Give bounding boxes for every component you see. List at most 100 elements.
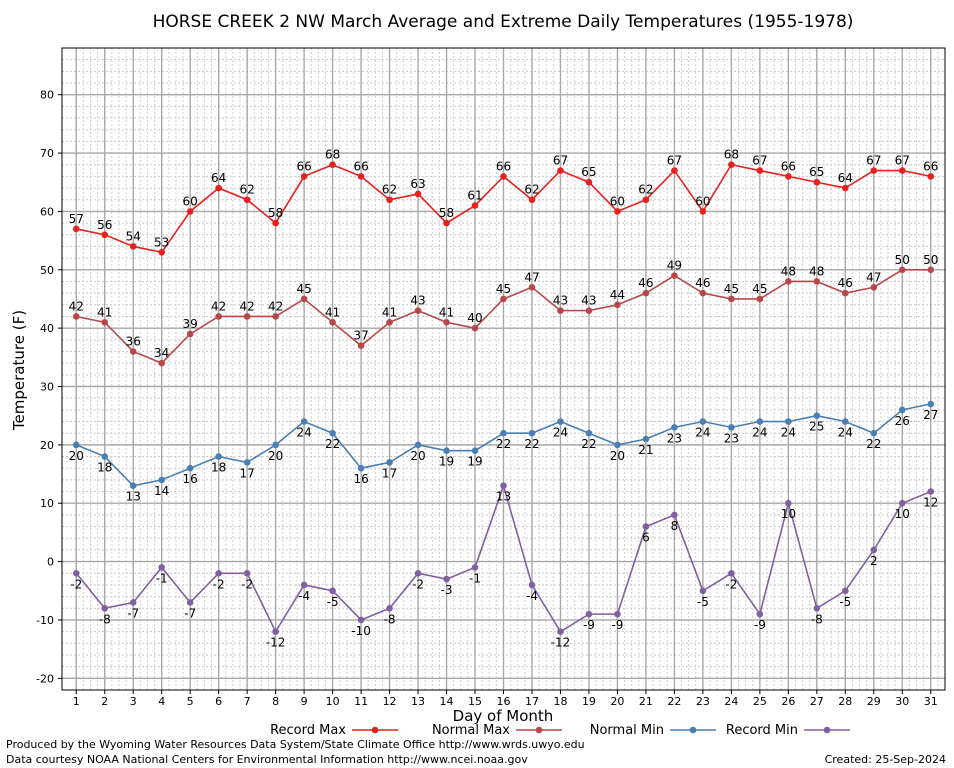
data-point <box>272 628 279 635</box>
data-label: -10 <box>351 624 371 638</box>
data-point <box>842 587 849 595</box>
data-point <box>414 307 422 314</box>
x-tick-label: 2 <box>101 695 108 708</box>
data-point <box>898 167 906 174</box>
data-point <box>870 429 878 437</box>
data-label: 67 <box>752 154 767 168</box>
data-label: 48 <box>781 264 796 278</box>
y-tick-label: 60 <box>40 205 54 218</box>
data-point <box>72 225 80 233</box>
data-point <box>585 610 593 618</box>
data-label: -9 <box>611 618 623 632</box>
data-label: -8 <box>384 612 396 626</box>
x-tick-label: 31 <box>924 695 938 708</box>
data-label: 68 <box>325 148 340 162</box>
data-point <box>386 604 393 612</box>
data-point <box>785 499 792 507</box>
data-label: 10 <box>781 507 796 521</box>
data-label: 8 <box>671 519 679 533</box>
x-tick-label: 14 <box>440 695 454 708</box>
data-point <box>528 581 536 589</box>
x-tick-label: 17 <box>525 695 539 708</box>
x-tick-label: 4 <box>158 695 165 708</box>
legend-item-normal-max: Normal Max <box>432 723 562 738</box>
data-point <box>614 441 621 449</box>
data-point <box>72 313 80 320</box>
data-label: 53 <box>154 235 169 249</box>
data-label: 25 <box>809 420 824 434</box>
data-label: -5 <box>697 595 709 609</box>
x-tick-label: 7 <box>244 695 251 708</box>
data-point <box>756 167 764 174</box>
data-point <box>585 178 593 186</box>
legend-label: Normal Min <box>590 723 664 738</box>
x-tick-label: 19 <box>582 695 596 708</box>
data-label: -2 <box>213 577 225 591</box>
data-point <box>72 441 80 449</box>
data-label: 18 <box>211 461 226 475</box>
data-label: 42 <box>240 299 255 313</box>
data-point <box>671 511 678 519</box>
y-tick-label: 10 <box>40 497 54 510</box>
data-point <box>158 359 165 367</box>
data-point <box>443 319 450 326</box>
data-point <box>585 307 593 314</box>
data-point <box>101 231 109 239</box>
data-label: -1 <box>156 571 168 585</box>
data-label: 41 <box>439 305 454 319</box>
data-label: 47 <box>524 270 539 284</box>
data-point <box>329 319 336 326</box>
data-point <box>101 604 109 612</box>
footer-data-courtesy: Data courtesy NOAA National Centers for … <box>6 753 528 766</box>
data-point <box>842 289 849 297</box>
x-tick-label: 8 <box>272 695 279 708</box>
data-label: -2 <box>70 577 82 591</box>
data-point <box>642 435 650 443</box>
data-point <box>500 173 507 180</box>
data-label: -5 <box>327 595 339 609</box>
data-label: -5 <box>839 595 851 609</box>
y-tick-label: 40 <box>40 322 54 335</box>
data-label: 43 <box>581 294 596 308</box>
data-point <box>101 453 109 460</box>
x-tick-label: 3 <box>130 695 137 708</box>
data-point <box>870 546 878 554</box>
data-label: 63 <box>410 177 425 191</box>
data-label: 43 <box>410 294 425 308</box>
data-label: 40 <box>467 311 482 325</box>
x-tick-label: 10 <box>326 695 340 708</box>
data-point <box>699 418 707 425</box>
data-label: 22 <box>581 437 596 451</box>
data-point <box>728 569 735 577</box>
data-point <box>728 424 735 431</box>
data-point <box>927 400 935 408</box>
data-label: 61 <box>467 189 482 203</box>
data-label: 17 <box>240 466 255 480</box>
data-point <box>813 604 821 612</box>
data-label: 62 <box>638 183 653 197</box>
data-label: 34 <box>154 346 169 360</box>
data-point <box>870 283 878 291</box>
data-point <box>272 219 279 227</box>
data-label: -3 <box>441 583 453 597</box>
data-label: -8 <box>811 612 823 626</box>
x-tick-label: 13 <box>411 695 425 708</box>
data-point <box>813 278 821 285</box>
data-point <box>642 523 650 530</box>
data-label: 68 <box>724 148 739 162</box>
x-tick-label: 23 <box>696 695 710 708</box>
data-point <box>243 196 251 204</box>
data-label: 24 <box>553 426 568 440</box>
legend-label: Record Max <box>270 723 346 738</box>
data-point <box>756 418 764 425</box>
x-tick-label: 20 <box>610 695 624 708</box>
data-label: 64 <box>838 171 853 185</box>
data-point <box>357 342 365 349</box>
data-label: 45 <box>496 282 511 296</box>
data-point <box>671 424 678 431</box>
data-label: 42 <box>211 299 226 313</box>
data-point <box>500 482 507 490</box>
data-point <box>699 289 707 297</box>
data-label: 67 <box>667 154 682 168</box>
